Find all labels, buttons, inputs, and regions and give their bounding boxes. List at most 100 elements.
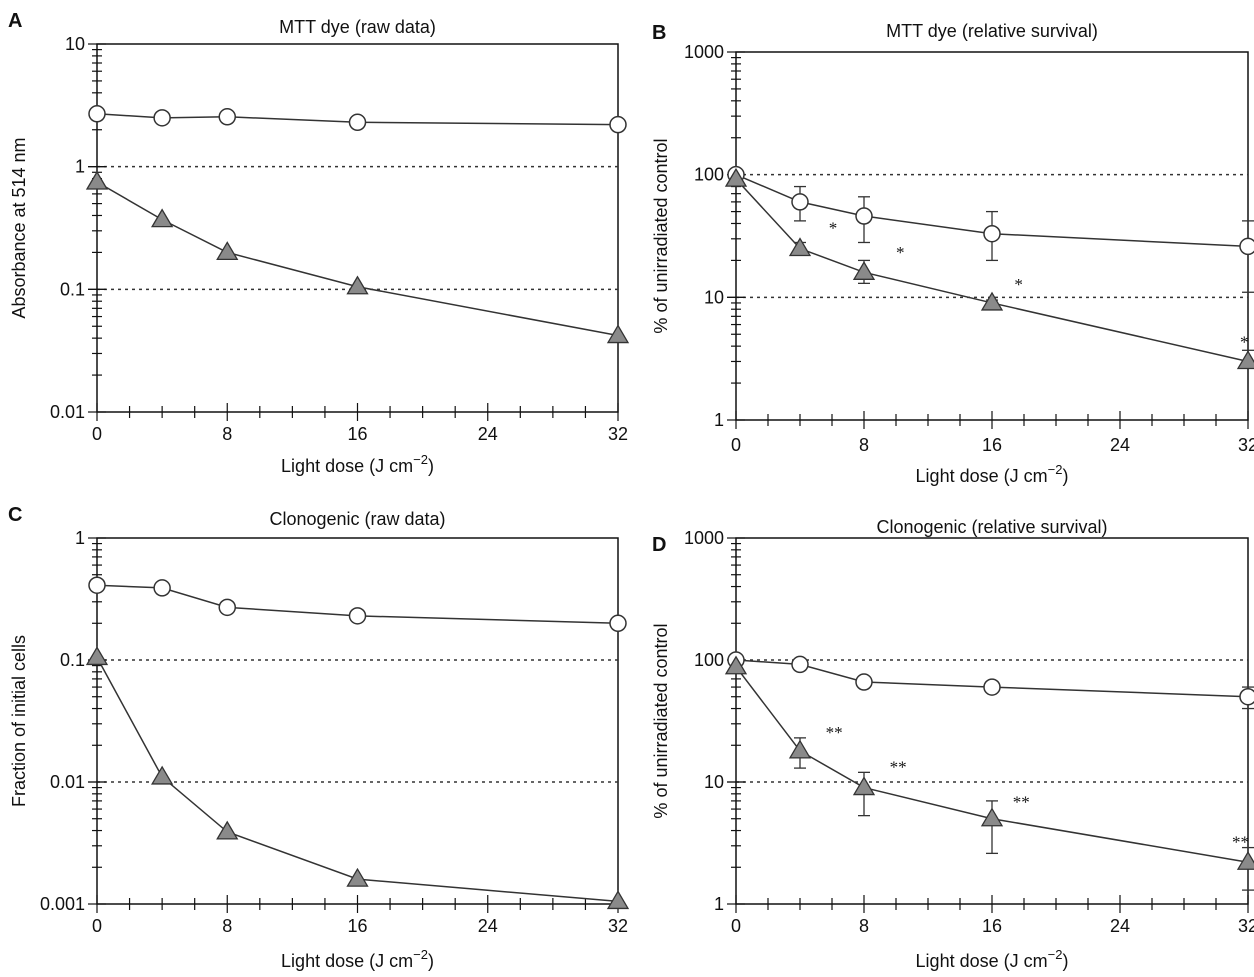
chart-title: MTT dye (relative survival) [886,21,1098,41]
y-axis-label: Fraction of initial cells [9,635,29,807]
panel-d: D Clonogenic (relative survival) 1 10 100 100… [651,517,1254,971]
y-axis-label: % of unirradiated control [651,138,671,333]
data-point-triangle [980,807,1004,827]
x-tick-label: 16 [982,916,1002,936]
x-tick-label: 8 [222,424,232,444]
x-tick-label: 24 [1110,435,1130,455]
data-point-triangle [606,890,630,910]
panel-letter: A [8,10,22,32]
series-line [735,178,1249,363]
series-triangle [85,646,630,910]
plot-frame [96,537,619,905]
x-tick-label: 0 [731,916,741,936]
data-point-triangle [150,765,174,785]
y-tick-label: 10 [65,34,85,54]
significance-marker: ** [1232,833,1249,852]
data-point-triangle [346,275,369,295]
y-tick-label: 0.1 [60,650,85,670]
x-tick-label: 24 [478,916,498,936]
significance-marker: ** [1013,792,1030,811]
y-axis-label: % of unirradiated control [651,623,671,818]
data-point-circle [218,598,236,617]
y-tick-label: 10 [704,772,724,792]
data-point-triangle [216,820,239,840]
chart-title: Clonogenic (relative survival) [876,517,1107,537]
data-point-triangle [85,646,109,666]
x-tick-label: 16 [982,435,1002,455]
data-point-circle [609,614,627,633]
panel-letter: C [8,504,22,526]
x-tick-label: 16 [347,916,367,936]
x-tick-label: 32 [1238,916,1254,936]
data-point-triangle [1236,350,1254,370]
data-point-circle [218,108,236,126]
data-point-triangle [980,291,1004,311]
data-point-circle [983,678,1001,696]
panel-letter: B [652,22,666,44]
data-point-triangle [724,167,748,187]
data-point-circle [1239,237,1254,256]
series-triangle [85,170,630,344]
x-tick-label: 16 [347,424,367,444]
x-axis-label: Light dose (J cm−2) [281,452,434,476]
x-axis-label: Light dose (J cm−2) [916,947,1069,971]
panel-a: A MTT dye (raw data) 0.01 0.1 1 10 0 8 16 24 32 Lig… [8,10,630,476]
x-axis-label: Light dose (J cm−2) [281,947,434,971]
data-point-triangle [724,655,748,675]
significance-marker: * [1014,275,1023,294]
significance-marker: * [896,243,905,262]
y-tick-label: 0.01 [50,772,85,792]
significance-marker: * [1240,332,1249,351]
data-point-circle [791,655,809,674]
x-tick-label: 24 [1110,916,1130,936]
series-circle [727,651,1254,710]
y-tick-label: 100 [694,165,724,185]
data-point-circle [88,105,106,123]
data-point-circle [153,579,171,597]
data-point-circle [855,207,873,225]
x-tick-label: 0 [92,424,102,444]
data-point-circle [348,113,367,132]
y-tick-label: 1000 [684,42,724,62]
data-point-circle [983,224,1001,243]
y-tick-label: 0.01 [50,402,85,422]
y-tick-label: 1 [75,157,85,177]
data-point-circle [153,109,171,127]
data-point-triangle [216,241,239,261]
y-tick-label: 1 [714,894,724,914]
series-line [96,181,619,337]
x-tick-label: 8 [222,916,232,936]
data-point-circle [1239,687,1254,706]
x-tick-label: 24 [478,424,498,444]
data-point-triangle [1236,850,1254,870]
y-axis-label: Absorbance at 514 nm [9,137,29,318]
data-point-triangle [852,261,876,280]
series-circle [727,165,1254,293]
significance-marker: * [829,219,838,238]
data-point-triangle [606,324,630,344]
data-point-circle [348,607,367,625]
series-triangle [724,655,1254,891]
y-tick-label: 100 [694,650,724,670]
data-point-triangle [788,237,812,257]
data-point-triangle [85,170,109,190]
x-tick-label: 8 [859,435,869,455]
panel-b: B MTT dye (relative survival) 1 10 100 1000 0 8… [651,21,1254,486]
data-point-triangle [788,739,812,759]
chart-title: MTT dye (raw data) [279,17,436,37]
data-point-circle [609,115,627,134]
panel-letter: D [652,534,666,556]
x-tick-label: 8 [859,916,869,936]
series-triangle [724,167,1254,370]
series-line [96,657,619,903]
y-tick-label: 1 [714,410,724,430]
plot-frame [96,43,619,413]
x-tick-label: 0 [92,916,102,936]
series-circle [88,105,627,134]
panel-c: C Clonogenic (raw data) 0.001 0.01 0.1 1 0 8 16 2… [8,504,630,971]
data-point-circle [855,673,873,691]
data-point-circle [88,576,106,594]
series-circle [88,576,627,633]
x-tick-label: 32 [1238,435,1254,455]
